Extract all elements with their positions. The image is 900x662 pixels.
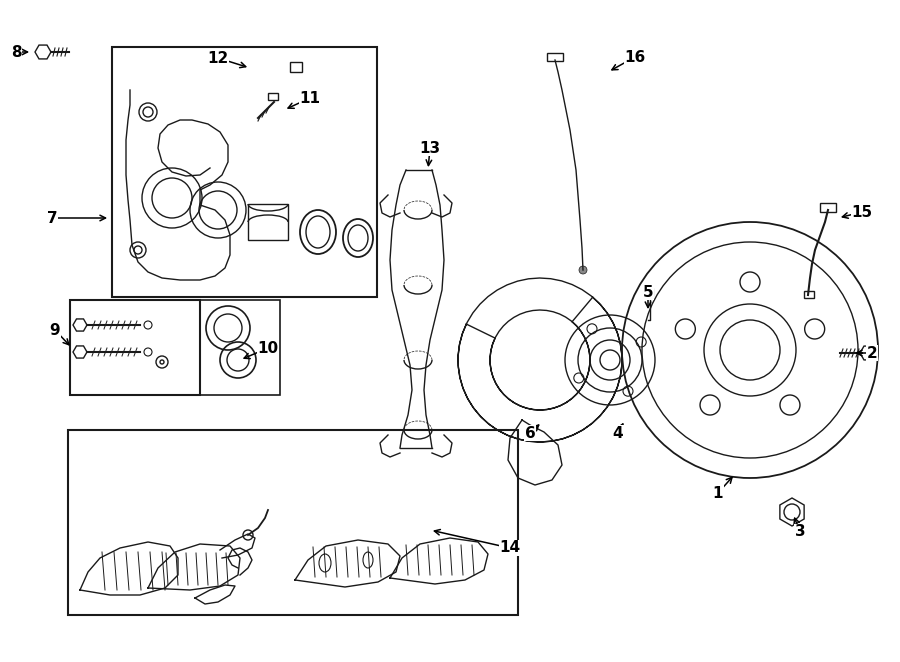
Text: 16: 16 [625,50,645,64]
Text: 9: 9 [50,322,60,338]
Circle shape [579,266,587,274]
Text: 6: 6 [525,426,535,440]
Bar [547,53,563,61]
Text: 12: 12 [207,50,229,66]
Text: 2: 2 [867,346,877,361]
Text: 11: 11 [300,91,320,105]
Text: 7: 7 [47,211,58,226]
Bar [643,288,653,296]
Bar [290,62,302,72]
Text: 14: 14 [500,540,520,555]
Text: 5: 5 [643,285,653,299]
Text: 15: 15 [851,205,873,220]
Bar [804,291,814,298]
Bar [248,204,288,240]
Text: 1: 1 [713,485,724,500]
Text: 10: 10 [257,340,279,355]
Text: 4: 4 [613,426,624,440]
Bar [70,300,200,395]
Bar [200,300,280,395]
Text: 3: 3 [795,524,806,540]
Text: 8: 8 [11,44,22,60]
Bar [112,47,377,297]
Bar [68,430,518,615]
Bar [820,203,836,212]
Text: 13: 13 [419,140,441,156]
Bar [268,93,278,100]
